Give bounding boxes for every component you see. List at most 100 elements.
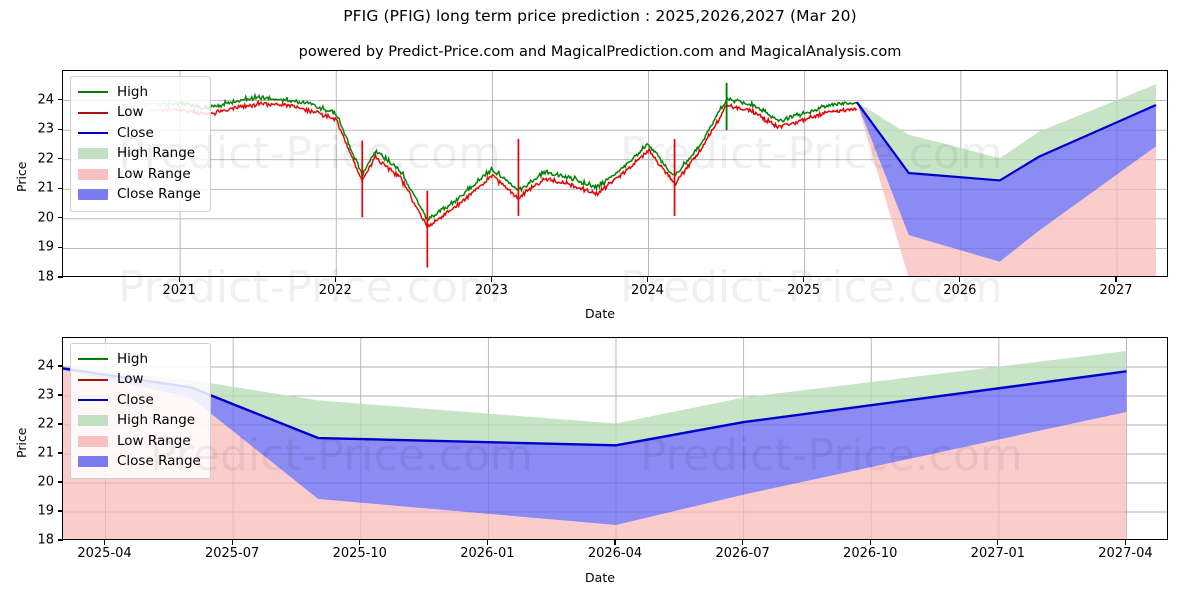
legend-item-high: High	[78, 82, 201, 103]
x-tick-label: 2025-07	[204, 546, 260, 561]
y-tick-mark	[57, 452, 63, 454]
forecast-detail-chart-panel	[62, 337, 1168, 540]
y-tick-mark	[57, 158, 63, 160]
x-tick-mark	[490, 277, 492, 282]
legend-item-label: Close	[117, 391, 154, 408]
legend-swatch-icon	[78, 358, 108, 361]
x-tick-mark	[231, 540, 233, 545]
x-tick-label: 2027	[1099, 283, 1133, 298]
legend-item-label: High	[117, 350, 149, 367]
legend-item-label: Low	[117, 371, 144, 387]
y-tick-label: 20	[37, 210, 54, 226]
y-tick-mark	[57, 217, 63, 219]
legend-item-close: Close	[78, 123, 201, 144]
y-tick-mark	[57, 128, 63, 130]
x-tick-label: 2026	[943, 283, 977, 298]
overview-chart-panel	[62, 70, 1168, 277]
y-tick-label: 23	[37, 121, 54, 137]
x-tick-mark	[359, 540, 361, 545]
overview-plot-svg	[63, 71, 1167, 276]
legend-swatch-icon	[78, 399, 108, 402]
x-tick-mark	[334, 277, 336, 282]
legend-item-high-range: High Range	[78, 411, 201, 432]
x-tick-mark	[1115, 277, 1117, 282]
x-tick-label: 2025-04	[77, 546, 132, 561]
overview-x-axis-label: Date	[585, 306, 615, 321]
legend-item-label: Low Range	[117, 432, 191, 449]
legend-item-label: High	[117, 83, 149, 100]
legend-item-label: Low Range	[117, 165, 191, 182]
legend-item-label: Close Range	[117, 186, 201, 202]
legend-item-low: Low	[78, 103, 201, 124]
x-tick-mark	[486, 540, 488, 545]
x-tick-mark	[646, 277, 649, 282]
x-tick-label: 2021	[162, 283, 196, 298]
y-tick-label: 24	[37, 358, 54, 374]
legend-swatch-icon	[78, 378, 108, 381]
y-tick-mark	[57, 481, 63, 483]
y-tick-label: 22	[37, 416, 54, 432]
x-tick-label: 2026-04	[587, 546, 643, 561]
legend-swatch-icon	[78, 415, 108, 427]
legend-item-close-range: Close Range	[78, 185, 201, 206]
legend-swatch-icon	[78, 435, 108, 447]
legend-swatch-icon	[78, 111, 108, 114]
y-tick-label: 21	[37, 180, 54, 196]
y-tick-label: 19	[37, 239, 54, 255]
legend-item-label: High Range	[117, 412, 196, 428]
legend-item-close: Close	[78, 390, 201, 411]
legend-item-high: High	[78, 349, 201, 370]
y-tick-label: 24	[37, 92, 54, 108]
overview-plot-area	[62, 70, 1168, 277]
legend-swatch-icon	[78, 168, 108, 180]
legend-item-low-range: Low Range	[78, 164, 201, 185]
y-tick-mark	[57, 365, 63, 367]
forecast-y-axis-label: Price	[14, 427, 29, 459]
x-tick-label: 2026-01	[460, 546, 515, 561]
y-tick-mark	[57, 276, 63, 278]
x-tick-mark	[1124, 540, 1127, 545]
y-tick-label: 23	[37, 387, 54, 403]
legend-swatch-icon	[78, 189, 108, 201]
legend-swatch-icon	[78, 148, 108, 160]
x-tick-mark	[869, 540, 871, 545]
x-tick-label: 2023	[474, 283, 508, 298]
legend-item-high-range: High Range	[78, 144, 201, 165]
y-tick-mark	[57, 98, 63, 101]
y-tick-mark	[57, 187, 63, 189]
y-tick-mark	[57, 246, 63, 249]
y-tick-mark	[57, 510, 63, 512]
y-tick-label: 19	[37, 503, 54, 519]
y-tick-label: 18	[37, 269, 54, 285]
x-tick-mark	[959, 277, 961, 282]
x-tick-mark	[803, 277, 805, 282]
x-tick-mark	[997, 540, 999, 545]
legend-item-low-range: Low Range	[78, 431, 201, 452]
forecast-legend: High Low Close High Range Low Range Close Ran…	[70, 343, 211, 479]
x-tick-label: 2027-01	[970, 546, 1026, 561]
y-tick-mark	[57, 394, 63, 396]
forecast-plot-area	[62, 337, 1168, 540]
legend-swatch-icon	[78, 91, 108, 94]
overview-y-axis-label: Price	[14, 161, 29, 193]
legend-item-close-range: Close Range	[78, 452, 201, 473]
page-subtitle: powered by Predict-Price.com and Magical…	[298, 44, 902, 60]
x-tick-label: 2025-10	[332, 546, 387, 561]
x-tick-label: 2026-10	[843, 546, 898, 561]
y-tick-label: 22	[37, 151, 54, 167]
legend-item-label: High Range	[117, 145, 196, 161]
x-tick-label: 2022	[318, 283, 352, 298]
y-tick-mark	[57, 423, 63, 425]
legend-swatch-icon	[78, 132, 108, 135]
x-tick-mark	[178, 277, 180, 282]
page-title: PFIG (PFIG) long term price prediction :…	[343, 7, 857, 25]
x-tick-label: 2025	[787, 283, 821, 298]
x-tick-mark	[742, 540, 744, 545]
legend-item-low: Low	[78, 370, 201, 391]
x-tick-label: 2027-04	[1098, 546, 1153, 561]
overview-legend: High Low Close High Range Low Range Close Ran…	[70, 76, 211, 212]
x-tick-label: 2024	[630, 283, 665, 298]
legend-item-label: Close Range	[117, 453, 201, 469]
forecast-plot-svg	[63, 338, 1167, 539]
